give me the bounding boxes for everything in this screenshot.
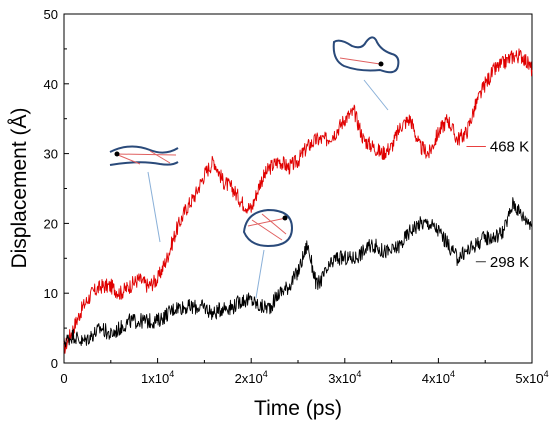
series-line-0 xyxy=(63,48,533,354)
y-axis-ticks: 0 10 20 30 40 50 xyxy=(44,7,69,371)
chain-sketch-folded-icon xyxy=(332,36,400,111)
plot-frame xyxy=(63,13,533,364)
x-axis-title: Time (ps) xyxy=(254,397,342,420)
x-tick-label: 1x104 xyxy=(141,369,174,386)
annotation-group: 468 K 298 K xyxy=(466,139,529,271)
y-tick-label: 50 xyxy=(44,7,58,22)
y-tick-label: 10 xyxy=(44,286,58,301)
x-tick-label: 0 xyxy=(60,371,67,386)
y-axis-title: Displacement (Å) xyxy=(8,107,31,268)
y-tick-label: 0 xyxy=(51,356,58,371)
chain-sketch-extended-icon xyxy=(109,145,179,243)
x-tick-label: 3x104 xyxy=(328,369,361,386)
y-tick-label: 30 xyxy=(44,147,58,162)
chain-sketch-coiled-icon xyxy=(242,208,294,299)
y-tick-label: 20 xyxy=(44,216,58,231)
annotation-label: 468 K xyxy=(490,139,529,156)
annotation-label: 298 K xyxy=(490,254,529,271)
x-axis-ticks: 0 1x104 2x104 3x104 4x104 5x104 xyxy=(60,358,549,386)
x-tick-label: 5x104 xyxy=(515,369,548,386)
series-group xyxy=(63,48,533,354)
x-tick-label: 4x104 xyxy=(422,369,455,386)
series-line-1 xyxy=(63,197,533,348)
y-tick-label: 40 xyxy=(44,77,58,92)
x-tick-label: 2x104 xyxy=(235,369,268,386)
